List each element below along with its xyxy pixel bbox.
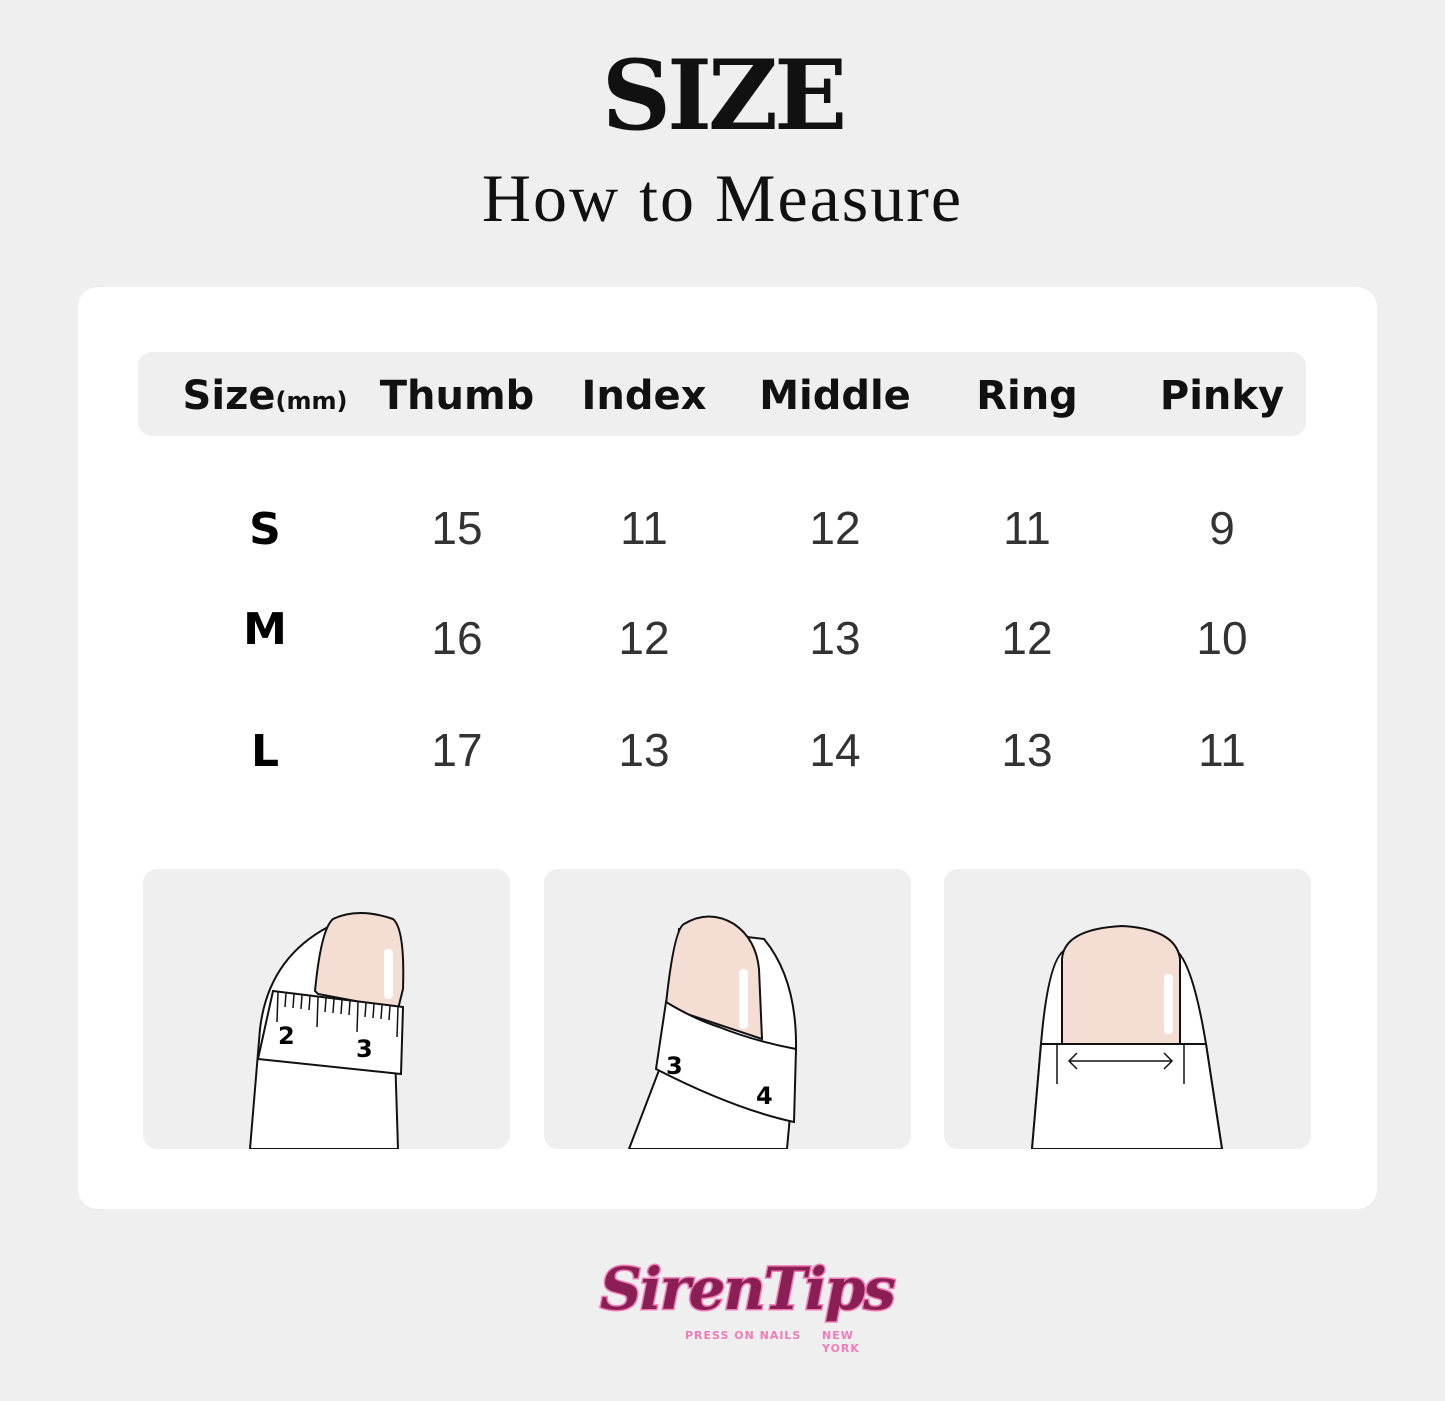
size-label: Size (182, 373, 276, 419)
table-cell: 11 (620, 502, 668, 554)
table-cell: 11 (1003, 502, 1051, 554)
row-label-m: M (243, 604, 287, 655)
siren-tips-logo: SirenTips PRESS ON NAILS NEW YORK (599, 1254, 898, 1356)
table-cell: 12 (1001, 612, 1053, 664)
table-cell: 15 (431, 502, 483, 554)
nail-width-illustration (944, 869, 1311, 1149)
tape-tick (308, 995, 311, 1011)
tape-tick (324, 997, 327, 1013)
logo-location: NEW YORK (822, 1329, 860, 1355)
finger-measure-illustration: 3 4 (544, 869, 911, 1149)
table-cell: 12 (809, 502, 861, 554)
tape-tick (276, 991, 279, 1023)
tape-tick (284, 992, 287, 1008)
tape-number: 3 (356, 1035, 373, 1063)
row-label-s: S (249, 504, 281, 555)
tape-number: 4 (756, 1082, 773, 1110)
tape-tick (348, 1000, 351, 1016)
page-title: SIZE (601, 39, 847, 152)
table-cell: 13 (618, 724, 670, 776)
thumb-measure-illustration: 2 3 (143, 869, 510, 1149)
header-ring: Ring (976, 373, 1078, 419)
header-index: Index (581, 373, 707, 419)
table-cell: 10 (1196, 612, 1248, 664)
tape-tick (340, 999, 343, 1015)
tape-tick (356, 1001, 359, 1033)
table-cell: 16 (431, 612, 483, 664)
tape-tick (364, 1002, 367, 1018)
table-cell: 12 (618, 612, 670, 664)
tape-tick (380, 1004, 383, 1020)
tape-tick (396, 1006, 399, 1038)
header-middle: Middle (759, 373, 911, 419)
logo-tagline: PRESS ON NAILS (685, 1329, 802, 1342)
tape-number: 3 (666, 1052, 683, 1080)
tape-tick (388, 1005, 391, 1021)
table-cell: 9 (1209, 502, 1235, 554)
header-pinky: Pinky (1159, 373, 1285, 419)
unit-label: (mm) (275, 387, 348, 415)
header-size: Size(mm) (155, 373, 375, 419)
page-subtitle: How to Measure (481, 160, 964, 236)
header-thumb: Thumb (379, 373, 535, 419)
table-header-bar (138, 352, 1306, 436)
tape-tick (372, 1003, 375, 1019)
tape-tick (292, 993, 295, 1009)
tape-number: 2 (278, 1022, 295, 1050)
table-cell: 13 (1001, 724, 1053, 776)
tape-tick (300, 994, 303, 1010)
size-chart-card: Size(mm) Thumb Index Middle Ring Pinky S… (78, 287, 1377, 1209)
row-label-l: L (250, 726, 280, 777)
tape-tick (316, 996, 319, 1028)
table-cell: 11 (1198, 724, 1246, 776)
tape-tick (332, 998, 335, 1014)
table-cell: 14 (809, 724, 861, 776)
logo-brand: SirenTips (599, 1254, 898, 1325)
table-cell: 17 (431, 724, 483, 776)
table-cell: 13 (809, 612, 861, 664)
